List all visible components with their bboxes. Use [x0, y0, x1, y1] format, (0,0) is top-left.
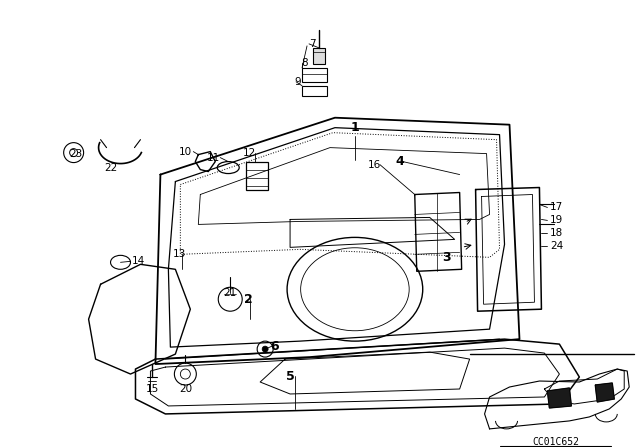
Text: 24: 24 — [550, 241, 563, 251]
FancyBboxPatch shape — [313, 48, 325, 64]
Text: 15: 15 — [146, 384, 159, 394]
Text: 3: 3 — [442, 251, 451, 264]
Text: 18: 18 — [550, 228, 563, 238]
Text: 2: 2 — [244, 293, 253, 306]
Text: CC01C652: CC01C652 — [532, 437, 579, 447]
Text: 6: 6 — [270, 340, 278, 353]
Text: 1: 1 — [351, 121, 359, 134]
Text: 7: 7 — [308, 39, 316, 49]
Circle shape — [262, 346, 268, 352]
Text: 21: 21 — [223, 288, 237, 298]
Text: 16: 16 — [368, 159, 381, 170]
Polygon shape — [547, 388, 572, 408]
Text: 22: 22 — [104, 163, 117, 172]
Text: 8: 8 — [301, 58, 308, 68]
Text: 13: 13 — [173, 250, 186, 259]
Text: 9: 9 — [295, 77, 301, 87]
Text: 23: 23 — [69, 149, 83, 159]
Text: 10: 10 — [179, 146, 192, 157]
Text: 11: 11 — [207, 153, 220, 163]
Polygon shape — [595, 383, 614, 402]
Text: 5: 5 — [285, 370, 294, 383]
Text: 12: 12 — [243, 147, 256, 158]
Text: 4: 4 — [396, 155, 404, 168]
Text: 19: 19 — [550, 215, 563, 225]
Text: 20: 20 — [179, 384, 192, 394]
Text: 17: 17 — [550, 202, 563, 212]
Text: 14: 14 — [132, 256, 145, 266]
